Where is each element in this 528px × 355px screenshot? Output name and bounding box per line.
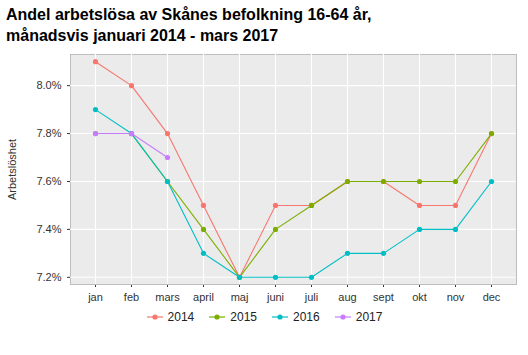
svg-text:juli: juli [304, 291, 318, 303]
svg-text:dec: dec [483, 291, 501, 303]
svg-text:juni: juni [266, 291, 284, 303]
svg-text:maj: maj [231, 291, 249, 303]
svg-text:7.4%: 7.4% [36, 223, 61, 235]
svg-text:8.0%: 8.0% [36, 79, 61, 91]
html-text:2016: 2016 [293, 310, 320, 324]
html-text:2014: 2014 [167, 310, 195, 324]
svg-text:april: april [193, 291, 214, 303]
svg-text:Arbetslöshet: Arbetslöshet [6, 139, 18, 200]
svg-text:okt: okt [412, 291, 427, 303]
svg-text:nov: nov [447, 291, 465, 303]
svg-text:jan: jan [87, 291, 103, 303]
html-text:månadsvis januari 2014 - mars: månadsvis januari 2014 - mars 2017 [6, 27, 279, 44]
svg-text:7.2%: 7.2% [36, 271, 61, 283]
svg-text:sept: sept [373, 291, 394, 303]
html-text:2017: 2017 [355, 310, 383, 324]
html-text:2015: 2015 [230, 310, 257, 324]
html-text:Andel arbetslösa av Skånes bef: Andel arbetslösa av Skånes befolkning 16… [6, 6, 372, 23]
svg-text:7.8%: 7.8% [36, 127, 61, 139]
svg-text:feb: feb [124, 291, 139, 303]
svg-text:mars: mars [155, 291, 180, 303]
svg-text:aug: aug [338, 291, 356, 303]
svg-text:7.6%: 7.6% [36, 175, 61, 187]
